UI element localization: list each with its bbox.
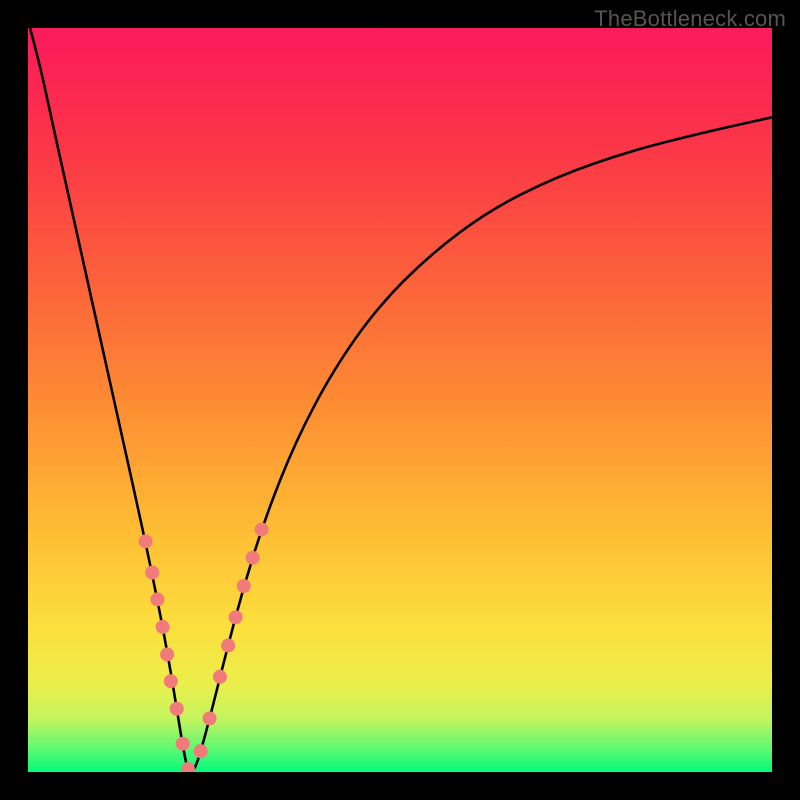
highlight-dot <box>203 711 217 725</box>
highlight-dot <box>237 579 251 593</box>
highlight-dot <box>176 737 190 751</box>
highlight-dot <box>145 566 159 580</box>
highlight-dot <box>139 534 153 548</box>
highlight-dot <box>229 610 243 624</box>
highlight-dot <box>170 702 184 716</box>
highlight-dot <box>156 620 170 634</box>
plot-area <box>28 28 772 772</box>
highlight-dot <box>255 522 269 536</box>
highlight-dot <box>246 551 260 565</box>
highlight-dot <box>213 670 227 684</box>
highlight-dot <box>221 639 235 653</box>
chart-frame: TheBottleneck.com <box>0 0 800 800</box>
highlight-dot <box>150 592 164 606</box>
highlight-dot <box>194 744 208 758</box>
highlight-dot <box>164 674 178 688</box>
bottleneck-curve-chart <box>28 28 772 772</box>
highlight-dot <box>160 647 174 661</box>
gradient-background <box>28 28 772 772</box>
